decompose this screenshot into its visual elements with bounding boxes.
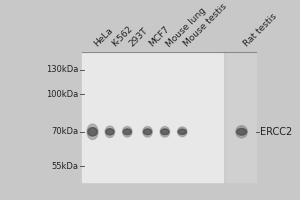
Ellipse shape xyxy=(160,127,170,137)
Ellipse shape xyxy=(236,126,248,138)
Ellipse shape xyxy=(122,127,132,137)
Ellipse shape xyxy=(178,127,187,137)
Ellipse shape xyxy=(178,129,186,134)
Ellipse shape xyxy=(87,124,98,140)
Ellipse shape xyxy=(143,129,152,135)
Ellipse shape xyxy=(106,129,114,135)
Text: Rat testis: Rat testis xyxy=(242,12,278,49)
Ellipse shape xyxy=(161,129,169,135)
Text: K-562: K-562 xyxy=(110,24,134,49)
Text: ERCC2: ERCC2 xyxy=(260,127,292,137)
Text: 55kDa: 55kDa xyxy=(51,162,78,171)
Text: 293T: 293T xyxy=(127,26,149,49)
Ellipse shape xyxy=(237,128,247,135)
Text: 70kDa: 70kDa xyxy=(51,127,78,136)
Bar xyxy=(226,52,256,182)
Text: MCF7: MCF7 xyxy=(148,25,172,49)
Text: HeLa: HeLa xyxy=(92,26,115,49)
Ellipse shape xyxy=(105,126,115,138)
Bar xyxy=(82,52,223,182)
Text: Mouse testis: Mouse testis xyxy=(182,2,229,49)
Ellipse shape xyxy=(123,129,131,135)
Text: Mouse lung: Mouse lung xyxy=(165,6,208,49)
Text: 130kDa: 130kDa xyxy=(46,65,78,74)
Text: 100kDa: 100kDa xyxy=(46,90,78,99)
Ellipse shape xyxy=(143,127,152,137)
Ellipse shape xyxy=(88,128,97,136)
